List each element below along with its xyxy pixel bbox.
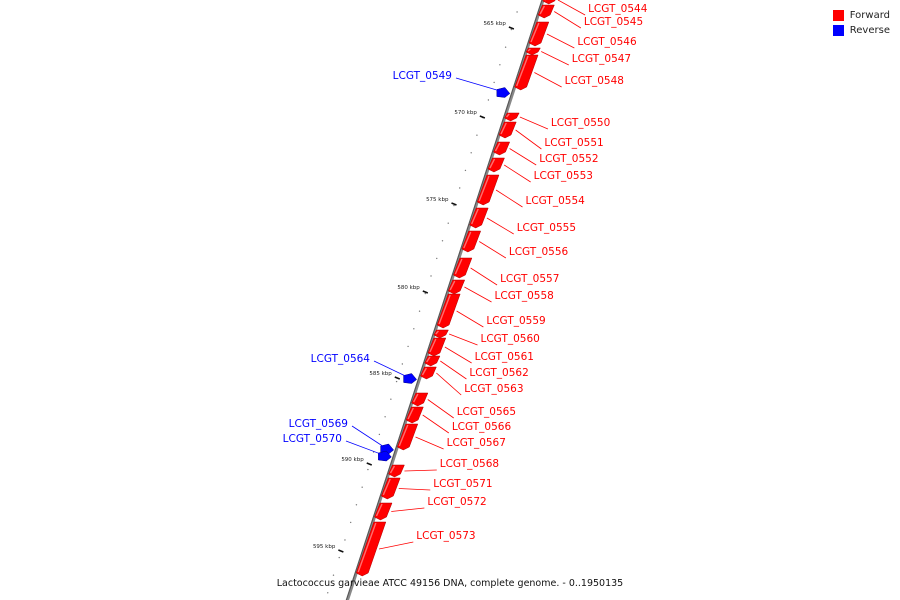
gene-label: LCGT_0556 bbox=[509, 246, 569, 258]
gene-feature-lcgt_0546 bbox=[528, 21, 550, 47]
gene-label: LCGT_0551 bbox=[544, 137, 603, 149]
gene-label: LCGT_0553 bbox=[534, 170, 593, 182]
gene-label: LCGT_0567 bbox=[447, 437, 506, 449]
gene-label: LCGT_0565 bbox=[457, 406, 516, 418]
gene-label: LCGT_0548 bbox=[565, 75, 624, 87]
genome-backbone bbox=[345, 0, 545, 600]
gene-feature-lcgt_0553 bbox=[487, 157, 505, 173]
gene-label: LCGT_0552 bbox=[539, 153, 598, 165]
gene-label: LCGT_0557 bbox=[500, 273, 559, 285]
gene-feature-lcgt_0566 bbox=[405, 406, 424, 424]
gene-label: LCGT_0564 bbox=[311, 353, 371, 365]
gene-label: LCGT_0560 bbox=[481, 333, 540, 345]
gene-feature-lcgt_0573 bbox=[355, 521, 387, 577]
gene-feature-lcgt_0572 bbox=[374, 502, 393, 521]
gene-label: LCGT_0546 bbox=[577, 36, 637, 48]
kbp-tick-label: 570 kbp bbox=[454, 110, 477, 116]
forward-swatch bbox=[832, 10, 844, 21]
gene-feature-lcgt_0554 bbox=[476, 174, 500, 206]
gene-label: LCGT_0550 bbox=[551, 117, 610, 129]
gene-feature-lcgt_0545 bbox=[537, 4, 555, 19]
gene-feature-lcgt_0551 bbox=[498, 121, 517, 139]
legend: Forward Reverse bbox=[832, 8, 890, 38]
gene-feature-lcgt_0564 bbox=[403, 373, 417, 384]
gene-label: LCGT_0566 bbox=[452, 421, 512, 433]
kbp-tick-label: 585 kbp bbox=[369, 371, 392, 377]
gene-feature-lcgt_0548 bbox=[514, 54, 539, 91]
kbp-tick-label: 590 kbp bbox=[341, 457, 364, 463]
kbp-tick-label: 580 kbp bbox=[397, 285, 420, 291]
gene-feature-lcgt_0563 bbox=[420, 366, 437, 380]
gene-label: LCGT_0544 bbox=[588, 3, 648, 15]
gene-label: LCGT_0555 bbox=[517, 222, 576, 234]
gene-feature-lcgt_0567 bbox=[396, 423, 419, 451]
gene-label: LCGT_0572 bbox=[427, 496, 486, 508]
legend-reverse: Reverse bbox=[832, 23, 890, 38]
kbp-tick-label: 575 kbp bbox=[426, 197, 449, 203]
gene-feature-lcgt_0556 bbox=[461, 230, 482, 253]
gene-feature-lcgt_0547 bbox=[525, 47, 541, 56]
gene-feature-lcgt_0552 bbox=[493, 141, 511, 156]
gene-label: LCGT_0547 bbox=[572, 53, 631, 65]
gene-feature-lcgt_0555 bbox=[469, 207, 489, 229]
minor-ticks bbox=[327, 11, 518, 594]
gene-label: LCGT_0562 bbox=[469, 367, 528, 379]
gene-label: LCGT_0570 bbox=[283, 433, 342, 445]
gene-label: LCGT_0571 bbox=[433, 478, 492, 490]
kbp-tick-label: 595 kbp bbox=[313, 544, 336, 550]
gene-label: LCGT_0569 bbox=[289, 418, 348, 430]
legend-forward: Forward bbox=[832, 8, 890, 23]
reverse-swatch bbox=[832, 25, 844, 36]
gene-feature-lcgt_0558 bbox=[447, 279, 466, 295]
gene-feature-lcgt_0561 bbox=[427, 337, 447, 357]
legend-reverse-label: Reverse bbox=[849, 25, 890, 36]
gene-feature-lcgt_0570 bbox=[378, 450, 392, 462]
gene-features bbox=[355, 0, 556, 577]
kbp-ticks: 565 kbp 570 kbp 575 kbp 580 kbp 585 kbp 590 k… bbox=[313, 21, 515, 553]
gene-feature-lcgt_0549 bbox=[496, 87, 511, 98]
gene-feature-lcgt_0565 bbox=[411, 392, 429, 407]
gene-feature-lcgt_0544 bbox=[542, 0, 556, 5]
gene-label: LCGT_0561 bbox=[475, 351, 534, 363]
genome-caption: Lactococcus garvieae ATCC 49156 DNA, com… bbox=[276, 578, 624, 589]
kbp-tick-label: 565 kbp bbox=[483, 21, 506, 27]
gene-label: LCGT_0549 bbox=[393, 70, 452, 82]
gene-feature-lcgt_0568 bbox=[388, 464, 405, 478]
gene-label: LCGT_0563 bbox=[464, 383, 523, 395]
gene-label: LCGT_0558 bbox=[495, 290, 554, 302]
gene-feature-lcgt_0557 bbox=[453, 257, 473, 279]
gene-label: LCGT_0545 bbox=[584, 16, 643, 28]
gene-feature-lcgt_0571 bbox=[381, 477, 401, 500]
gene-label: LCGT_0554 bbox=[525, 195, 585, 207]
gene-label: LCGT_0568 bbox=[440, 458, 499, 470]
legend-forward-label: Forward bbox=[849, 10, 890, 21]
gene-feature-lcgt_0559 bbox=[436, 293, 461, 329]
gene-label: LCGT_0559 bbox=[486, 315, 545, 327]
gene-label: LCGT_0573 bbox=[416, 530, 475, 542]
